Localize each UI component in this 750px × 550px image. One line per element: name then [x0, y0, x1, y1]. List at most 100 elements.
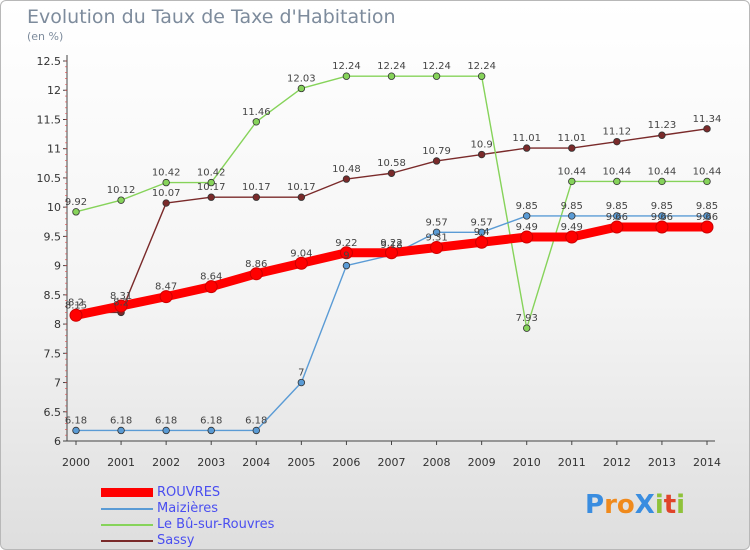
data-point-0	[430, 240, 444, 254]
data-label-3: 11.01	[512, 133, 541, 144]
data-point-0	[565, 230, 579, 244]
data-point-3	[162, 199, 170, 207]
y-tick-label: 11	[47, 143, 61, 156]
data-label-3: 10.17	[242, 182, 271, 193]
data-label-0: 9.66	[606, 212, 628, 223]
data-point-2	[432, 72, 441, 80]
data-label-3: 10.17	[197, 182, 226, 193]
data-point-1	[523, 212, 531, 220]
data-point-0	[655, 220, 669, 234]
data-point-1	[477, 228, 486, 236]
legend-label: Le Bû-sur-Rouvres	[157, 517, 275, 532]
data-label-0: 9.66	[696, 212, 718, 223]
data-label-1: 9.18	[380, 240, 402, 251]
x-tick-label: 2003	[197, 456, 225, 469]
y-tick-label: 12	[47, 84, 61, 97]
data-label-2: 9.92	[65, 197, 87, 208]
legend-label: ROUVRES	[157, 485, 221, 500]
x-tick-label: 2001	[107, 456, 135, 469]
data-label-0: 8.47	[155, 282, 177, 293]
data-label-2: 7.93	[516, 313, 538, 324]
x-tick-label: 2005	[287, 456, 315, 469]
data-point-2	[658, 177, 666, 186]
data-label-2: 11.46	[242, 107, 271, 118]
data-label-2: 10.42	[197, 168, 226, 179]
data-label-0: 9.49	[561, 222, 583, 233]
data-label-2: 12.24	[377, 61, 406, 72]
axes: 6 6.5 7 7.5 8 8.5 9 9.5 10 10.5 11 11.5 12 12.5 2000 20…	[37, 55, 721, 469]
data-point-0	[204, 280, 218, 294]
data-point-0	[159, 290, 173, 304]
chart-subtitle: (en %)	[27, 30, 64, 43]
chart-title: Evolution du Taux de Taxe d'Habitation	[27, 6, 396, 28]
x-tick-label: 2000	[62, 456, 90, 469]
data-label-3: 11.01	[557, 133, 586, 144]
data-label-1: 6.18	[155, 415, 177, 426]
x-tick-label: 2010	[513, 456, 541, 469]
data-point-2	[117, 196, 125, 204]
legend-swatch	[101, 540, 153, 542]
data-label-1: 6.18	[200, 415, 222, 426]
data-point-1	[252, 426, 260, 435]
logo-letter: X	[634, 490, 655, 520]
data-point-3	[432, 157, 441, 165]
data-label-1: 9.57	[471, 217, 493, 228]
data-point-2	[568, 177, 576, 186]
data-point-1	[162, 426, 170, 435]
x-tick-label: 2014	[693, 456, 721, 469]
data-label-3: 8.2	[68, 297, 84, 308]
data-label-0: 9.49	[516, 222, 538, 233]
data-label-0: 8.86	[245, 259, 267, 270]
x-tick-label: 2009	[468, 456, 496, 469]
data-label-3: 10.48	[332, 164, 361, 175]
data-point-1	[568, 212, 576, 220]
y-tick-label: 8	[54, 318, 61, 331]
data-point-0	[114, 299, 128, 313]
data-label-2: 10.44	[693, 166, 722, 177]
data-label-1: 9	[343, 251, 349, 262]
data-label-1: 9.85	[561, 201, 583, 212]
data-point-1	[658, 212, 666, 220]
data-point-0	[249, 267, 263, 281]
data-point-3	[297, 193, 306, 201]
logo-letter: r	[604, 490, 617, 520]
y-tick-label: 10	[47, 201, 61, 214]
data-label-2: 10.42	[152, 168, 181, 179]
data-point-3	[568, 144, 576, 152]
x-tick-label: 2006	[332, 456, 360, 469]
y-tick-label: 7	[54, 377, 61, 390]
x-tick-label: 2012	[603, 456, 631, 469]
data-label-2: 12.24	[332, 61, 361, 72]
data-point-2	[342, 72, 351, 80]
data-label-2: 10.44	[648, 166, 677, 177]
data-label-3: 10.07	[152, 188, 181, 199]
data-label-3: 11.12	[603, 127, 632, 138]
data-point-0	[385, 246, 398, 260]
data-point-1	[117, 426, 125, 435]
legend-swatch	[101, 524, 153, 526]
data-point-1	[432, 228, 441, 236]
data-point-3	[658, 131, 666, 139]
data-label-2: 12.24	[467, 61, 496, 72]
x-tick-label: 2004	[242, 456, 270, 469]
data-label-0: 9.66	[651, 212, 673, 223]
data-point-2	[613, 177, 621, 186]
data-point-0	[520, 230, 534, 244]
x-tick-label: 2008	[423, 456, 451, 469]
data-label-3: 11.34	[693, 114, 722, 125]
x-tick-label: 2013	[648, 456, 676, 469]
data-label-2: 10.12	[107, 185, 136, 196]
data-label-1: 9.85	[651, 201, 673, 212]
data-label-1: 9.85	[516, 201, 538, 212]
data-point-1	[613, 212, 621, 220]
data-label-0: 9.4	[474, 227, 490, 238]
data-point-0	[339, 246, 353, 260]
proxiti-logo: ProXiti	[585, 490, 685, 520]
data-point-2	[703, 177, 711, 186]
data-label-0: 8.64	[200, 272, 222, 283]
data-point-1	[703, 212, 711, 220]
data-point-2	[297, 84, 306, 93]
data-point-1	[342, 261, 351, 270]
data-point-2	[387, 72, 396, 80]
